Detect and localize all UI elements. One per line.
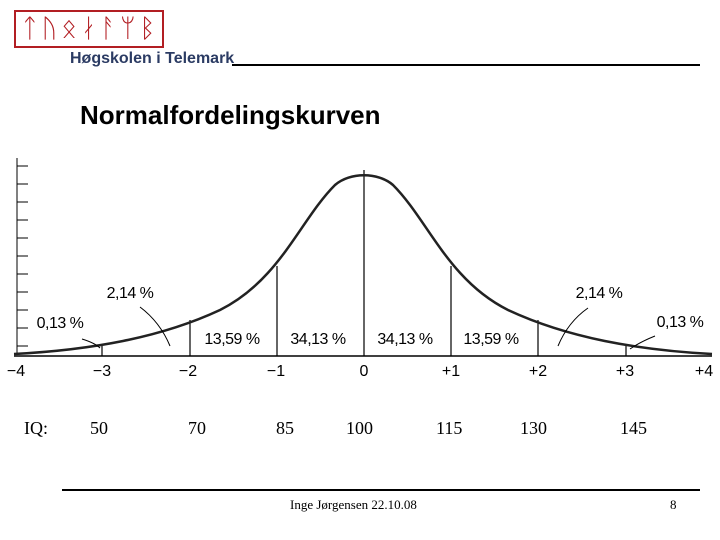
tick-label: −3 [93, 363, 111, 380]
header-divider [232, 64, 700, 66]
tick-label: −1 [267, 363, 285, 380]
iq-value: 115 [436, 418, 463, 438]
page-number: 8 [670, 497, 677, 512]
tick-label: +3 [616, 363, 634, 380]
logo-frame [14, 10, 164, 48]
iq-value: 145 [620, 418, 647, 438]
footer-divider [62, 489, 700, 491]
institution-name: Høgskolen i Telemark [70, 50, 235, 67]
footer-author-date: Inge Jørgensen 22.10.08 [290, 497, 417, 512]
iq-value: 130 [520, 418, 547, 438]
region-label: 34,13 % [290, 331, 345, 348]
tick-label: −4 [7, 363, 25, 380]
region-percent-labels: 13,59 % 34,13 % 34,13 % 13,59 % [204, 331, 519, 348]
region-label: 13,59 % [463, 331, 518, 348]
iq-label: IQ: [24, 418, 48, 438]
tail-label: 0,13 % [37, 315, 84, 332]
axis-tick-labels: −4 −3 −2 −1 0 +1 +2 +3 +4 [7, 363, 713, 380]
tail-label: 0,13 % [657, 314, 704, 331]
left-tick-marks [16, 158, 28, 355]
slide-title: Normalfordelingskurven [80, 100, 381, 130]
tick-label: +4 [695, 363, 713, 380]
iq-value: 85 [276, 418, 294, 438]
iq-value: 100 [346, 418, 373, 438]
tail-percent-labels: 2,14 % 2,14 % 0,13 % 0,13 % [37, 285, 705, 332]
logo-glyphs: ᛏᚢᛟᛅᚨᛘᛒ [22, 14, 160, 44]
region-label: 13,59 % [204, 331, 259, 348]
region-label: 34,13 % [377, 331, 432, 348]
normal-curve-diagram: −4 −3 −2 −1 0 +1 +2 +3 +4 13,59 % 34,13 … [7, 158, 713, 380]
tail-label: 2,14 % [576, 285, 623, 302]
iq-value: 50 [90, 418, 108, 438]
sigma-dividers [101, 170, 627, 356]
iq-value: 70 [188, 418, 206, 438]
tick-label: +1 [442, 363, 460, 380]
bell-curve [13, 174, 713, 356]
tail-label: 2,14 % [107, 285, 154, 302]
tick-label: +2 [529, 363, 547, 380]
tail-arrows [81, 306, 656, 350]
tick-label: 0 [360, 363, 369, 380]
tick-label: −2 [179, 363, 197, 380]
